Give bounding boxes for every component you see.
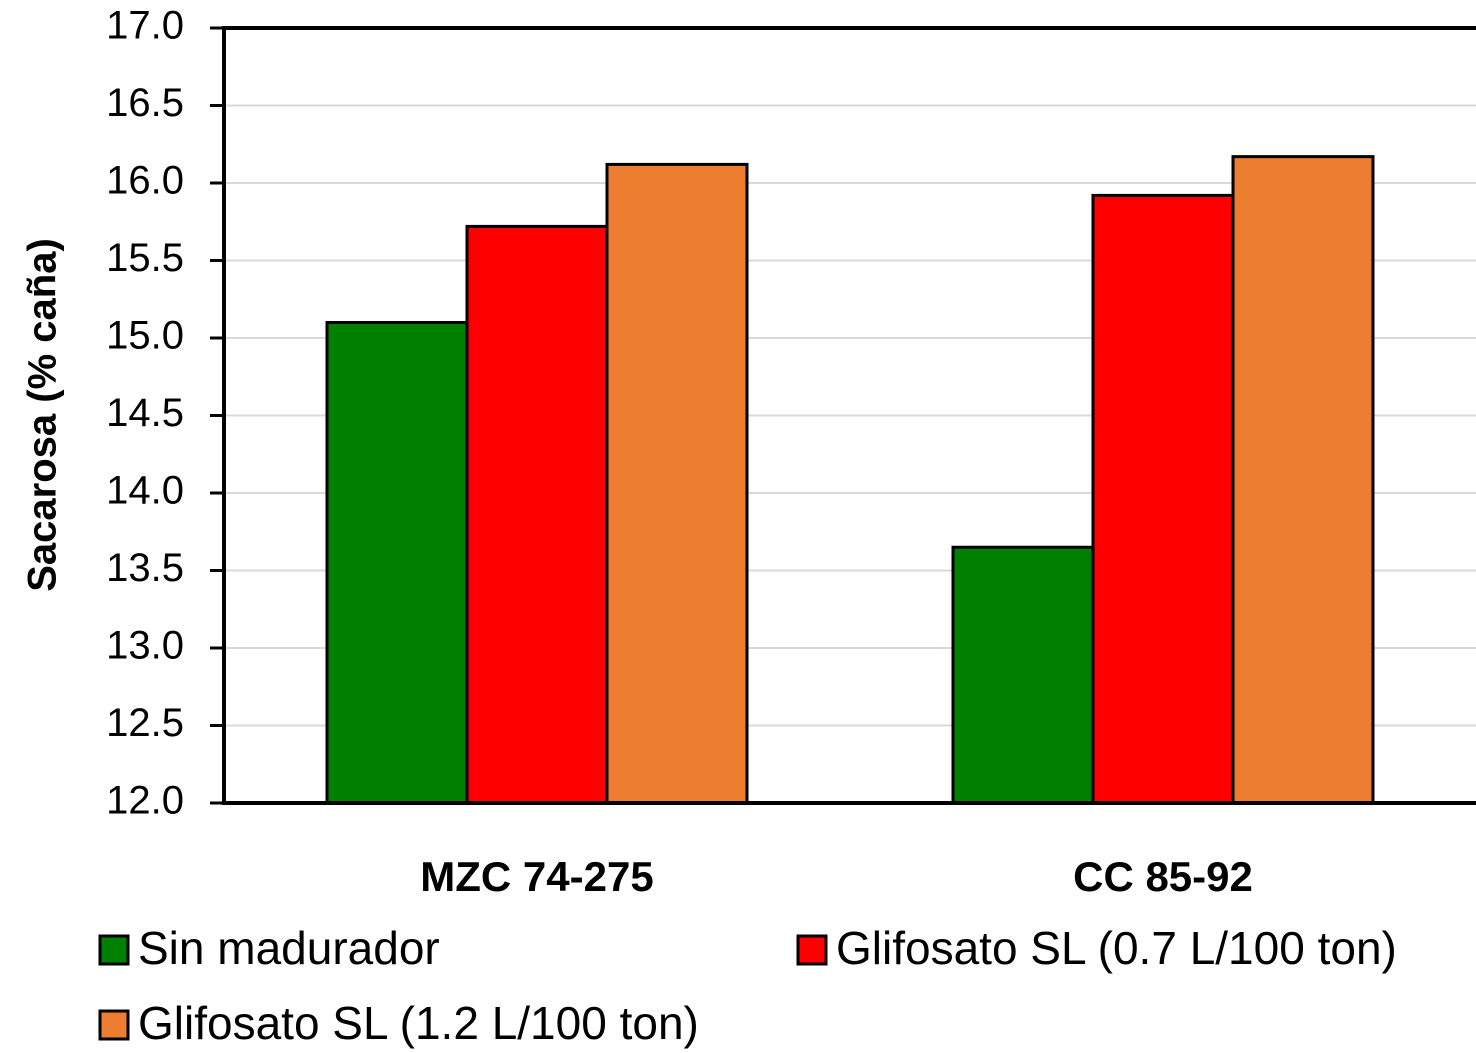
y-tick-label: 17.0 (106, 4, 184, 48)
bar (951, 545, 1095, 805)
y-axis-title: Sacarosa (% caña) (21, 238, 65, 592)
bar (325, 321, 469, 805)
legend-label: Sin madurador (138, 922, 440, 974)
y-tick-label: 12.5 (106, 701, 184, 745)
legend-swatch (98, 934, 130, 966)
x-tick-label: CC 85-92 (1073, 853, 1253, 900)
y-tick-label: 15.5 (106, 236, 184, 280)
y-tick-label: 14.5 (106, 391, 184, 435)
y-tick-label: 16.0 (106, 159, 184, 203)
y-tick-label: 15.0 (106, 314, 184, 358)
y-tick-label: 13.0 (106, 624, 184, 668)
y-tick-label: 16.5 (106, 81, 184, 125)
y-tick-label: 12.0 (106, 779, 184, 823)
bar (1091, 193, 1235, 805)
y-tick-label: 14.0 (106, 469, 184, 513)
y-tick-label: 13.5 (106, 546, 184, 590)
legend-swatch (98, 1009, 130, 1041)
legend-swatch (796, 934, 828, 966)
x-tick-label: MZC 74-275 (420, 853, 653, 900)
bar (1231, 155, 1375, 805)
legend-label: Glifosato SL (1.2 L/100 ton) (138, 997, 699, 1049)
bar (465, 224, 609, 805)
bar (605, 162, 749, 805)
legend-label: Glifosato SL (0.7 L/100 ton) (836, 922, 1397, 974)
axis-frame (222, 26, 1476, 805)
